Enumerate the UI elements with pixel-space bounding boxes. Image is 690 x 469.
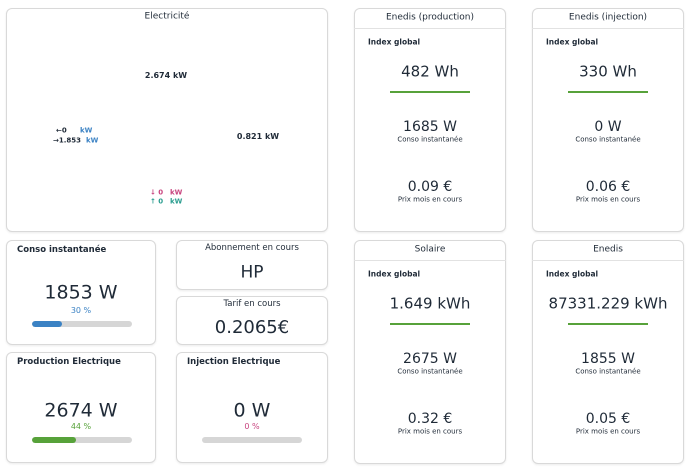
subscription-card [176, 240, 328, 290]
header-divider [354, 28, 506, 29]
gauge-title: Production Electrique [17, 356, 121, 367]
index-label: Index global [368, 37, 421, 47]
index-underline [568, 323, 648, 325]
subscription-value: HP [240, 262, 264, 283]
battery-in: ↓ 0 [150, 188, 164, 197]
cost-label: Prix mois en cours [397, 195, 463, 204]
gauge-value: 2674 W [44, 399, 118, 422]
gauge-card [6, 240, 156, 345]
subscription-title: Abonnement en cours [205, 242, 299, 253]
grid-export: →1.853 [53, 136, 82, 145]
gauge-title: Injection Electrique [187, 356, 281, 367]
gauge-percent: 30 % [70, 306, 92, 315]
meter-card [532, 8, 684, 232]
meter-title: Enedis (injection) [568, 12, 648, 23]
index-value: 330 Wh [579, 62, 637, 81]
grid-import: ←0 [56, 126, 67, 135]
meter-title: Enedis [593, 244, 623, 255]
power-value: 0 W [594, 119, 622, 135]
gauge-value: 1853 W [44, 281, 118, 304]
battery-out: ↑ 0 [150, 197, 164, 206]
gauge-percent: 0 % [244, 422, 260, 432]
cost-label: Prix mois en cours [397, 427, 463, 436]
battery-out-unit: kW [170, 197, 183, 206]
index-label: Index global [546, 269, 599, 279]
power-value: 1855 W [581, 351, 635, 367]
power-value: 1685 W [403, 119, 457, 135]
power-label: Conso instantanée [575, 367, 641, 376]
cost-value: 0.05 € [585, 411, 631, 427]
meter-card [354, 8, 506, 232]
home-power: 0.821 kW [236, 132, 280, 141]
cost-label: Prix mois en cours [575, 195, 641, 204]
gauge-track [32, 436, 132, 443]
index-label: Index global [546, 37, 599, 47]
rate-value: 0.2065€ [214, 317, 290, 338]
cost-label: Prix mois en cours [575, 427, 641, 436]
gauge-title: Conso instantanée [17, 244, 107, 255]
index-label: Index global [368, 269, 421, 279]
meter-title: Solaire [414, 244, 446, 255]
meter-card [354, 240, 506, 464]
header-divider [532, 260, 684, 261]
rate-card [176, 296, 328, 345]
index-underline [568, 91, 648, 93]
gauge-fill [32, 321, 62, 327]
grid-import-unit: kW [80, 126, 93, 135]
grid-export-unit: kW [86, 136, 99, 145]
index-value: 1.649 kWh [389, 294, 471, 313]
gauge-card [176, 352, 328, 463]
cost-value: 0.09 € [407, 179, 453, 195]
gauge-track [32, 321, 132, 327]
solar-power: 2.674 kW [144, 71, 188, 80]
power-label: Conso instantanée [575, 135, 641, 144]
index-underline [390, 91, 470, 93]
gauge-value: 0 W [233, 399, 271, 422]
rate-title: Tarif en cours [223, 298, 281, 309]
power-label: Conso instantanée [397, 367, 463, 376]
power-flow-card [6, 8, 328, 232]
gauge-percent: 44 % [70, 422, 92, 432]
index-underline [390, 323, 470, 325]
header-divider [532, 28, 684, 29]
card-title: Electricité [144, 11, 190, 22]
gauge-track [202, 436, 302, 443]
meter-card [532, 240, 684, 464]
gauge-card [6, 352, 156, 463]
meter-title: Enedis (production) [385, 12, 475, 23]
battery-in-unit: kW [170, 188, 183, 197]
power-label: Conso instantanée [397, 135, 463, 144]
cost-value: 0.32 € [407, 411, 453, 427]
index-value: 482 Wh [401, 62, 459, 81]
header-divider [354, 260, 506, 261]
power-value: 2675 W [403, 351, 457, 367]
index-value: 87331.229 kWh [548, 294, 668, 313]
gauge-fill [32, 436, 76, 443]
cost-value: 0.06 € [585, 179, 631, 195]
